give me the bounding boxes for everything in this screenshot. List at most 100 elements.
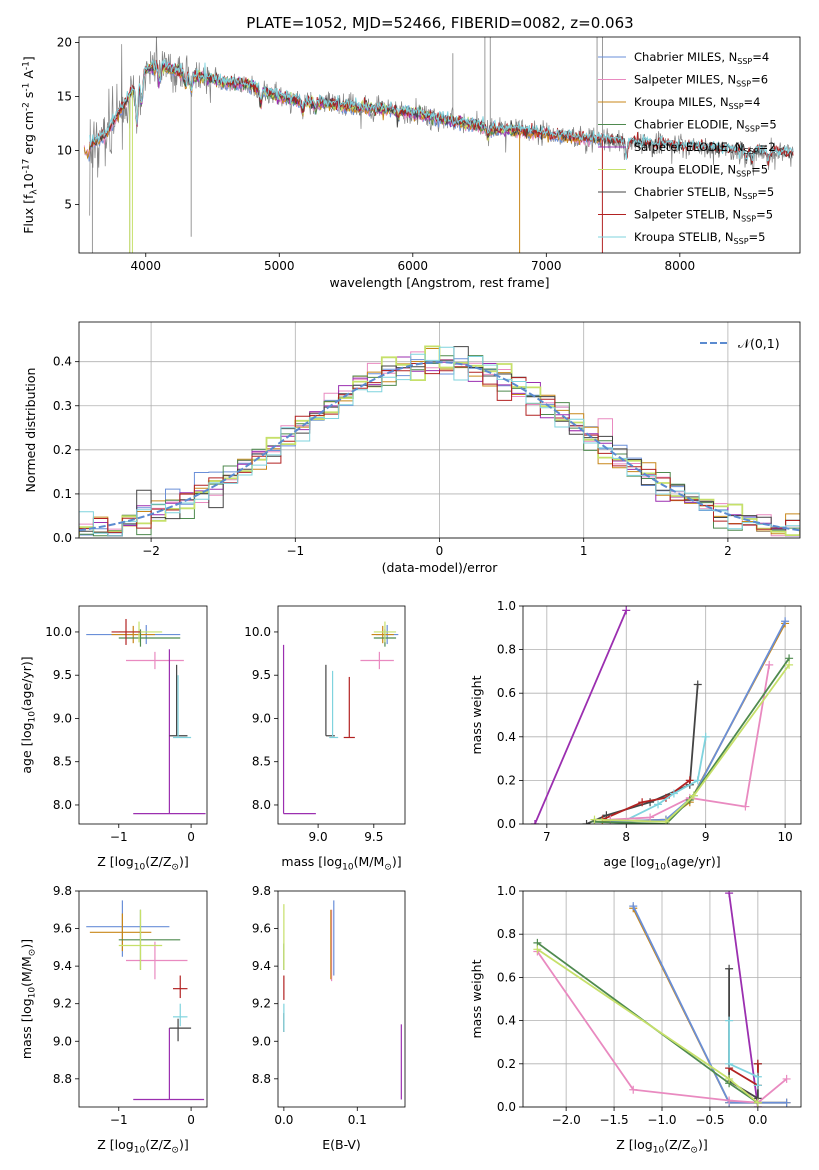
y-tick-label: 9.4 bbox=[252, 959, 271, 973]
errorbar-chabrier-miles bbox=[86, 900, 170, 957]
data-point bbox=[781, 617, 790, 626]
legend-entry: Kroupa STELIB, NSSP=5 bbox=[598, 230, 765, 246]
y-tick-label: 0.2 bbox=[497, 1057, 516, 1071]
errorbar-salpeter-miles bbox=[360, 651, 394, 670]
axes-frame bbox=[277, 605, 406, 825]
x-tick-label: 6000 bbox=[398, 259, 429, 273]
x-tick-label: 7 bbox=[543, 830, 551, 844]
y-tick-label: 10.0 bbox=[45, 625, 72, 639]
x-tick-label: 10 bbox=[777, 830, 792, 844]
legend-label: 𝒩(0,1) bbox=[738, 336, 780, 351]
errorbar-kroupa-elodie bbox=[118, 909, 163, 970]
x-axis-label: Z [log10(Z/Z⊙)] bbox=[97, 1137, 188, 1156]
y-tick-label: 9.5 bbox=[252, 668, 271, 682]
plot-area bbox=[282, 621, 399, 815]
y-axis-label: age [log10(age/yr)] bbox=[19, 656, 38, 773]
data-point bbox=[590, 815, 599, 824]
series-kroupa-elodie bbox=[533, 945, 762, 1107]
data-point bbox=[725, 1074, 734, 1083]
data-point bbox=[638, 798, 647, 807]
x-tick-label: −1 bbox=[286, 544, 304, 558]
y-tick-label: 1.0 bbox=[497, 884, 516, 898]
data-point bbox=[785, 660, 794, 669]
y-tick-label: 9.5 bbox=[53, 668, 72, 682]
data-point bbox=[629, 902, 638, 911]
panel-mass-vs-ebv: 0.0 0.1 8.8 9.0 9.2 9.4 9.6 9.8 E(B-V) bbox=[252, 884, 406, 1152]
y-tick-label: 15 bbox=[57, 89, 72, 103]
legend-entry: Chabrier STELIB, NSSP=5 bbox=[598, 185, 774, 201]
series-line bbox=[594, 657, 790, 824]
axes-frame bbox=[522, 605, 802, 825]
data-point bbox=[725, 1059, 734, 1068]
legend-label: Salpeter STELIB, NSSP=5 bbox=[634, 208, 773, 224]
data-point bbox=[753, 1081, 762, 1090]
y-tick-label: 9.6 bbox=[252, 922, 271, 936]
errorbar-kroupa-miles bbox=[89, 913, 152, 952]
legend-entry: Chabrier ELODIE, NSSP=5 bbox=[598, 118, 777, 134]
series-kroupa-elodie bbox=[590, 660, 794, 824]
y-tick-label: 9.0 bbox=[252, 711, 271, 725]
x-axis-label: mass [log10(M/M⊙)] bbox=[281, 854, 401, 873]
x-axis-label: E(B-V) bbox=[322, 1137, 361, 1152]
x-tick-label: 0.0 bbox=[748, 1113, 767, 1127]
data-point bbox=[753, 1072, 762, 1081]
legend-entry: Salpeter STELIB, NSSP=5 bbox=[598, 208, 773, 224]
x-tick-label: −1.5 bbox=[599, 1113, 628, 1127]
x-tick-label: −0.5 bbox=[695, 1113, 724, 1127]
series-line bbox=[632, 905, 787, 1104]
x-axis-label: wavelength [Angstrom, rest frame] bbox=[329, 275, 549, 290]
axes-frame bbox=[78, 36, 801, 254]
series-kroupa-stelib bbox=[725, 1016, 762, 1090]
x-tick-label: −1.0 bbox=[647, 1113, 676, 1127]
data-point bbox=[765, 660, 774, 669]
x-tick-label: 0.1 bbox=[348, 1113, 367, 1127]
y-tick-label: 0.4 bbox=[497, 730, 516, 744]
y-tick-label: 8.5 bbox=[252, 755, 271, 769]
panel-mass-vs-z: −1 0 8.8 9.0 9.2 9.4 9.6 9.8 Z [log10(Z/Z⊙)] mass… bbox=[19, 884, 208, 1156]
y-tick-label: 9.2 bbox=[53, 997, 72, 1011]
errorbar-salpeter-stelib bbox=[111, 618, 141, 645]
y-tick-label: 9.0 bbox=[252, 1034, 271, 1048]
legend-label: Salpeter MILES, NSSP=6 bbox=[634, 73, 768, 89]
data-point bbox=[533, 945, 542, 954]
x-axis-label: Z [log10(Z/Z⊙)] bbox=[97, 854, 188, 873]
x-tick-label: 1 bbox=[580, 544, 588, 558]
errorbar-chabrier-stelib bbox=[325, 664, 335, 737]
y-tick-label: 0.3 bbox=[53, 399, 72, 413]
y-axis-label: mass weight bbox=[469, 959, 484, 1038]
y-tick-label: 8.0 bbox=[53, 798, 72, 812]
data-point bbox=[725, 1096, 734, 1105]
data-point bbox=[725, 1016, 734, 1025]
legend-label: Chabrier STELIB, NSSP=5 bbox=[634, 185, 774, 201]
errorbar-salpeter-miles bbox=[126, 941, 188, 980]
plot-area bbox=[283, 900, 402, 1100]
axes-frame bbox=[78, 321, 801, 539]
y-tick-label: 0.6 bbox=[497, 970, 516, 984]
x-tick-label: 9 bbox=[702, 830, 710, 844]
y-tick-label: 0.8 bbox=[497, 927, 516, 941]
series-salpeter-elodie bbox=[530, 606, 631, 824]
x-tick-label: 9.0 bbox=[309, 830, 328, 844]
series-chabrier-miles bbox=[606, 617, 790, 824]
legend-entry: Salpeter MILES, NSSP=6 bbox=[598, 73, 768, 89]
data-point bbox=[622, 606, 631, 615]
y-tick-label: 0.2 bbox=[53, 443, 72, 457]
series-line bbox=[594, 664, 790, 823]
y-tick-label: 0.4 bbox=[497, 1014, 516, 1028]
x-tick-label: 9.5 bbox=[364, 830, 383, 844]
data-point bbox=[693, 680, 702, 689]
x-tick-label: −2 bbox=[142, 544, 160, 558]
x-tick-label: 0 bbox=[187, 830, 195, 844]
y-tick-label: 0.8 bbox=[497, 643, 516, 657]
errorbar-kroupa-stelib bbox=[173, 675, 192, 739]
y-tick-label: 20 bbox=[57, 35, 72, 49]
errorbar-salpeter-stelib bbox=[173, 975, 188, 999]
y-axis-label: mass [log10(M/M⊙)] bbox=[19, 939, 38, 1059]
panel-mass-weight-vs-age: 7 8 9 10 0.0 0.2 0.4 0.6 0.8 1.0 age [log10(age/yr… bbox=[469, 599, 802, 873]
legend-entry: Kroupa MILES, NSSP=4 bbox=[598, 95, 760, 111]
x-tick-label: −1 bbox=[110, 830, 128, 844]
y-tick-label: 0.4 bbox=[53, 355, 72, 369]
series-line bbox=[602, 779, 691, 821]
x-tick-label: 0 bbox=[436, 544, 444, 558]
series-line bbox=[534, 610, 628, 824]
